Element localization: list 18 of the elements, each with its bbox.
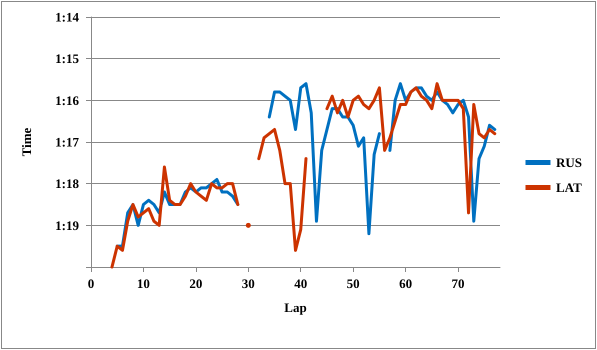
y-tick-label: 1:18 [55, 176, 80, 192]
legend-label: LAT [556, 180, 582, 195]
x-tick-label: 10 [136, 276, 150, 291]
x-tick-label: 40 [294, 276, 308, 291]
y-tick-label: 1:19 [55, 218, 80, 233]
x-tick-label: 60 [399, 276, 412, 291]
x-axis-title: Lap [284, 300, 307, 315]
x-tick-label: 30 [242, 276, 255, 291]
x-tick-label: 50 [346, 276, 360, 291]
x-tick-label: 20 [189, 276, 202, 291]
y-tick-label: 1:17 [55, 134, 80, 150]
y-tick-label: 1:15 [55, 51, 80, 66]
x-tick-label: 70 [452, 276, 465, 291]
y-tick-label: 1:16 [55, 92, 80, 108]
legend-label: RUS [556, 155, 582, 170]
y-axis-title: Time [19, 127, 34, 156]
x-tick-label: 0 [88, 276, 94, 291]
y-tick-label: 1:14 [55, 10, 80, 24]
